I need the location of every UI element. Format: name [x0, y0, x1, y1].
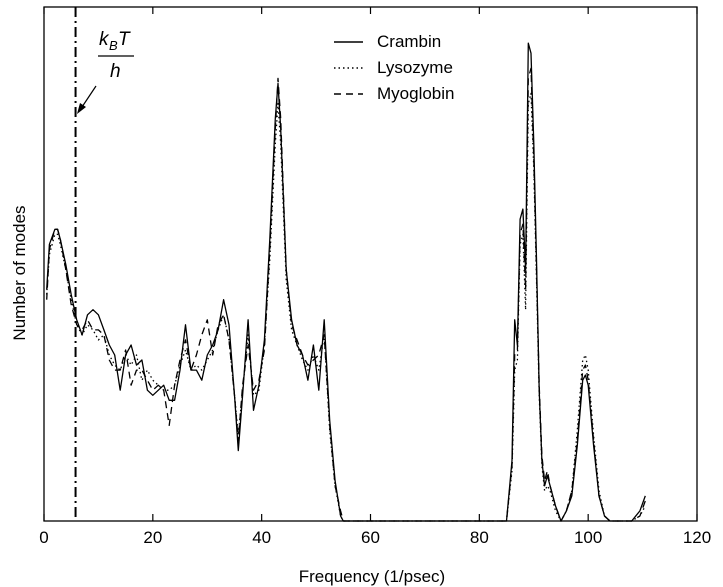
x-tick-label: 0: [39, 528, 48, 547]
kbt-numerator-t: T: [118, 29, 131, 50]
y-axis-title: Number of modes: [10, 205, 29, 340]
series-line-crambin: [46, 42, 646, 522]
series-layer: [46, 42, 646, 522]
x-tick-label: 80: [470, 528, 489, 547]
kbt-numerator-sub: B: [109, 38, 118, 53]
kbt-denominator: h: [110, 61, 121, 82]
x-tick-label: 100: [574, 528, 602, 547]
plot-border: [43, 6, 698, 522]
plot-frame: [43, 6, 698, 522]
kbt-numerator-k: k: [99, 29, 110, 50]
series-line-myoglobin: [46, 67, 646, 522]
kbt-arrow-head: [77, 103, 86, 114]
legend-label-lysozyme: Lysozyme: [377, 58, 453, 77]
x-axis-title: Frequency (1/psec): [299, 567, 445, 586]
x-tick-label: 20: [143, 528, 162, 547]
x-tick-label: 40: [252, 528, 271, 547]
tick-layer: 0 20 40 60 80 100 120: [39, 7, 711, 547]
legend: Crambin Lysozyme Myoglobin: [334, 32, 455, 103]
x-tick-label: 120: [683, 528, 711, 547]
kbt-annotation: k B T h: [74, 7, 134, 521]
series-line-lysozyme: [46, 92, 646, 522]
x-tick-label: 60: [361, 528, 380, 547]
legend-label-crambin: Crambin: [377, 32, 441, 51]
legend-label-myoglobin: Myoglobin: [377, 84, 455, 103]
